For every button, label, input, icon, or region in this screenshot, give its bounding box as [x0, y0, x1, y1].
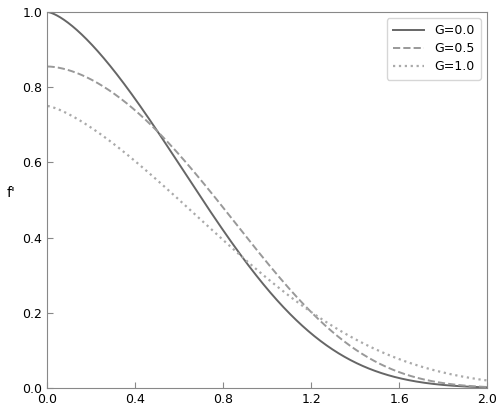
G=0.0 — [287, 311, 293, 316]
G=0.5 — [101, 84, 107, 89]
G=0.5 — [422, 377, 428, 382]
G=1.0 — [267, 278, 273, 283]
G=0.5 — [267, 263, 273, 268]
G=0.5 — [473, 384, 479, 389]
G=1.0 — [483, 378, 489, 383]
G=1.0 — [101, 134, 107, 139]
G=0.0 — [473, 385, 479, 389]
G=0.5 — [287, 287, 293, 292]
Legend: G=0.0, G=0.5, G=1.0: G=0.0, G=0.5, G=1.0 — [387, 18, 481, 80]
G=0.0 — [422, 380, 428, 385]
G=0.0 — [483, 385, 489, 390]
Line: G=0.0: G=0.0 — [47, 12, 504, 388]
G=1.0 — [422, 365, 428, 370]
G=1.0 — [473, 376, 479, 381]
G=0.5 — [483, 385, 489, 389]
G=0.0 — [267, 290, 273, 294]
G=1.0 — [287, 294, 293, 299]
Line: G=0.5: G=0.5 — [47, 66, 504, 388]
G=0.5 — [44, 64, 50, 69]
G=0.0 — [44, 9, 50, 14]
Line: G=1.0: G=1.0 — [47, 106, 504, 387]
G=1.0 — [44, 104, 50, 109]
Y-axis label: f': f' — [7, 186, 16, 200]
G=0.0 — [101, 56, 107, 61]
